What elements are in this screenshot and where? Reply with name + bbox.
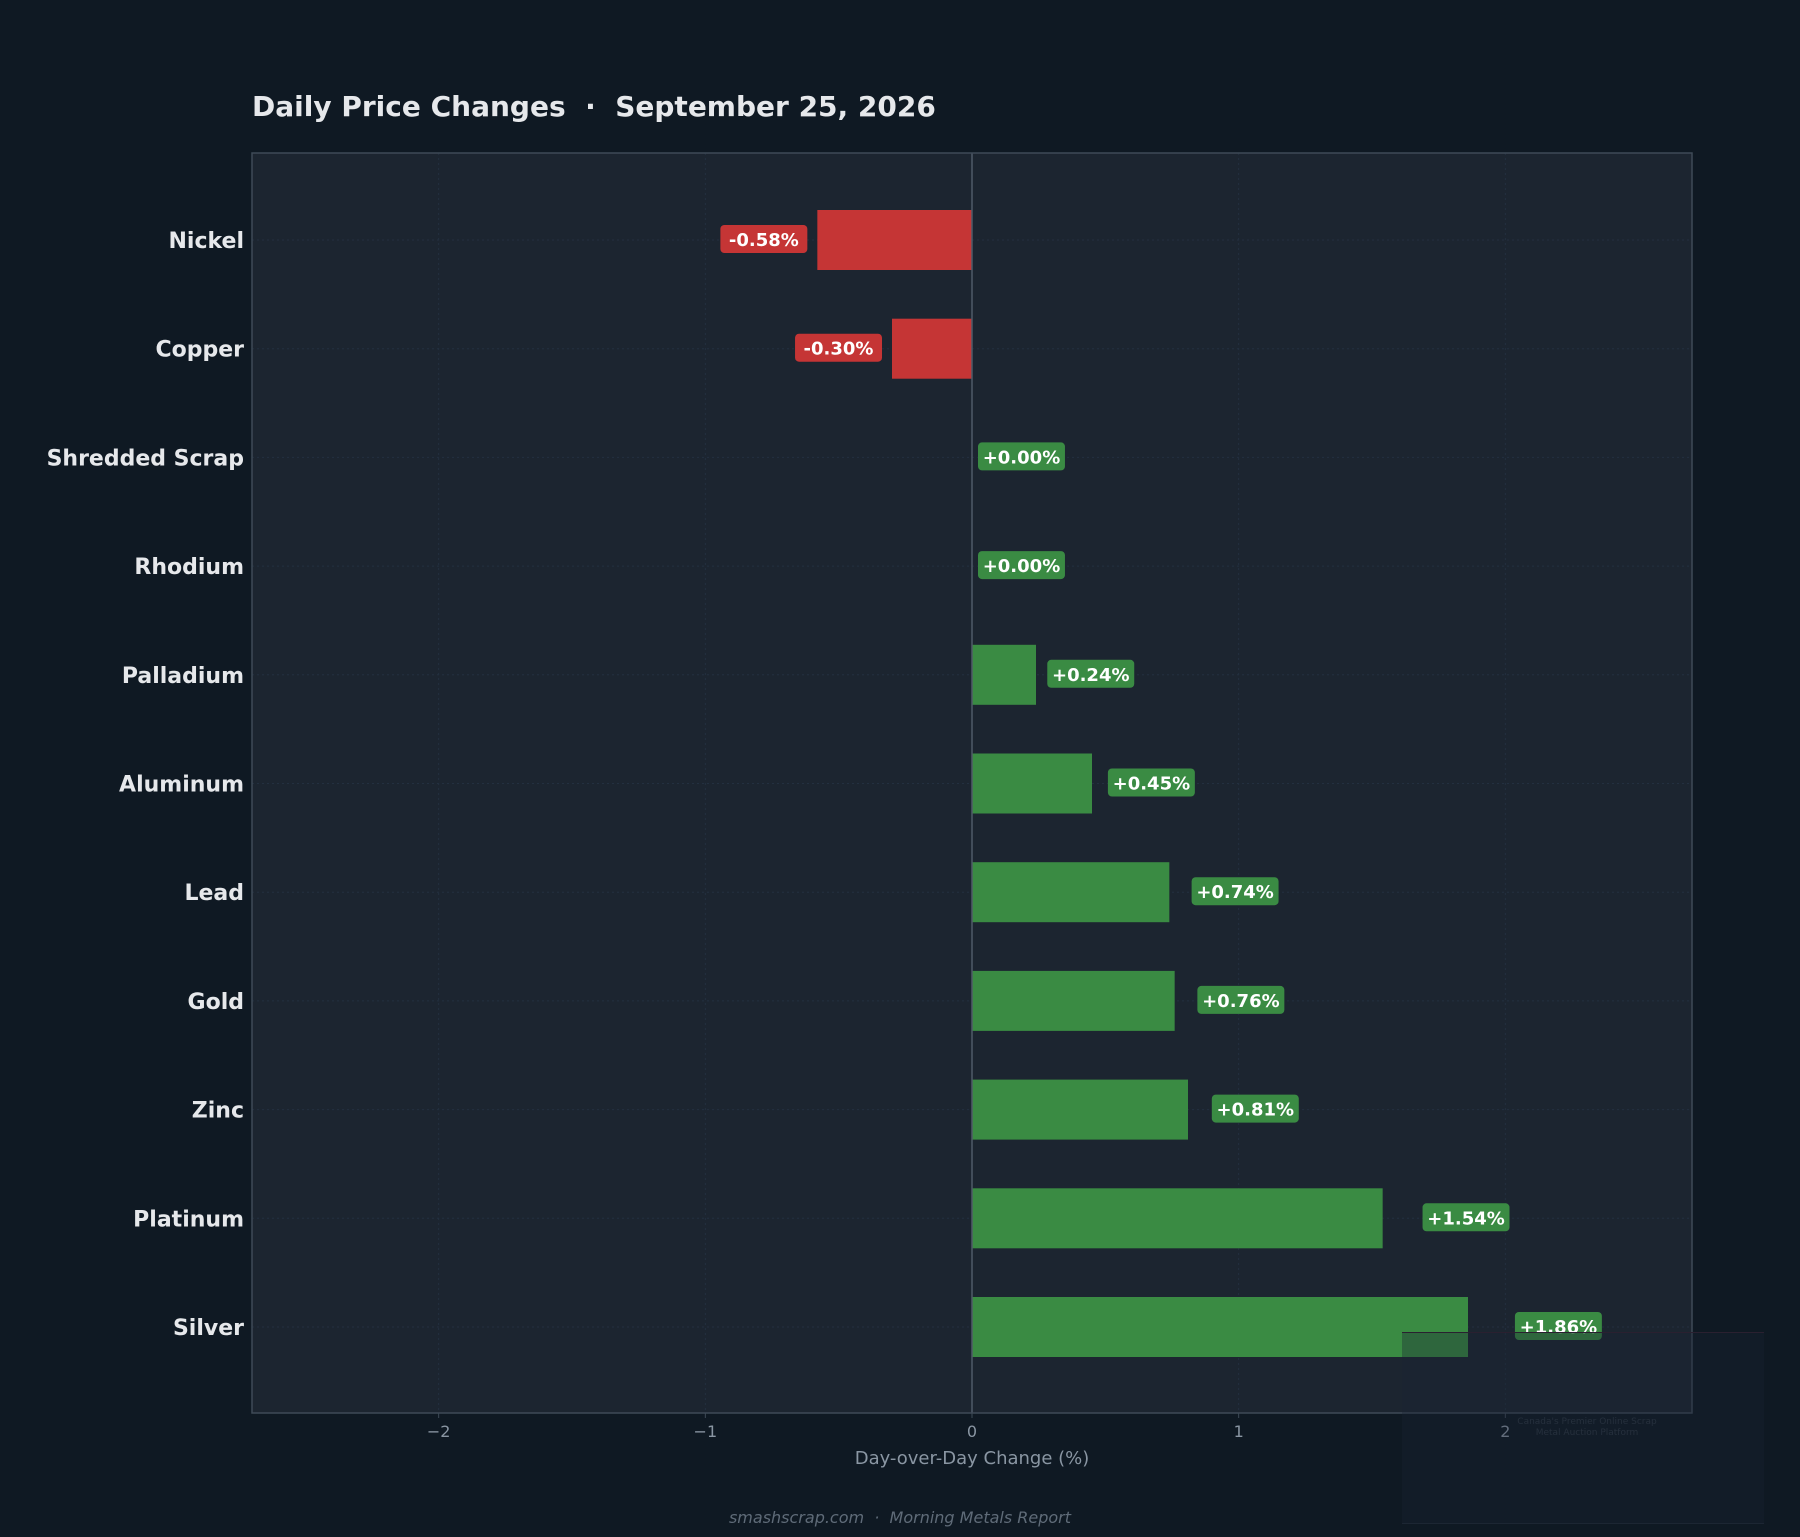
data-label: +0.81%: [1211, 1094, 1299, 1123]
data-label: +0.74%: [1191, 877, 1279, 906]
bar-palladium: [972, 644, 1036, 705]
bar-aluminum: [972, 753, 1092, 814]
data-label-text: +0.76%: [1202, 991, 1280, 1012]
chart-title: Daily Price Changes · September 25, 2026: [252, 90, 936, 123]
watermark-ad: Canada's Premier Online Scrap Metal Auct…: [1402, 1332, 1764, 1524]
data-label-badge: [978, 551, 1065, 580]
data-label: +0.24%: [1047, 659, 1135, 688]
data-label-text: +1.54%: [1427, 1208, 1505, 1229]
x-tick-label: −1: [694, 1422, 718, 1441]
y-tick-label: Nickel: [169, 229, 245, 254]
data-label-badge: [795, 333, 882, 362]
data-label-badge: [978, 442, 1065, 471]
y-tick-label: Copper: [155, 338, 244, 363]
data-label-badge: [1514, 1312, 1602, 1340]
data-label-badge: [1191, 877, 1279, 906]
x-tick-label: 1: [1234, 1422, 1244, 1441]
y-tick-label: Silver: [173, 1316, 244, 1341]
y-tick-label: Lead: [184, 881, 244, 906]
data-label-badge: [1197, 985, 1285, 1014]
bar-gold: [972, 970, 1175, 1031]
y-tick-label: Rhodium: [134, 555, 244, 580]
y-tick-label: Aluminum: [119, 773, 244, 798]
data-label-text: +0.45%: [1113, 774, 1191, 795]
y-tick-label: Palladium: [122, 664, 244, 689]
y-tick-label: Platinum: [133, 1207, 244, 1232]
data-label: +0.76%: [1197, 985, 1285, 1014]
x-tick-label: −2: [427, 1422, 451, 1441]
data-label-badge: [1422, 1203, 1510, 1232]
watermark-tagline: Canada's Premier Online Scrap Metal Auct…: [1517, 1417, 1657, 1438]
bar-copper: [892, 318, 972, 379]
data-label-text: +0.81%: [1217, 1100, 1295, 1121]
data-label: +0.45%: [1107, 768, 1195, 797]
y-axis-tick-labels: Nickel Copper Shredded Scrap Rhodium Palladi…: [47, 229, 245, 1341]
data-label-badge: [1211, 1094, 1299, 1123]
data-label-text: +0.00%: [983, 556, 1061, 577]
x-tick-label: 0: [967, 1422, 977, 1441]
data-label-text: -0.58%: [729, 230, 799, 251]
data-label: +0.00%: [978, 442, 1065, 471]
bars: [817, 210, 1468, 1357]
data-label-text: +0.74%: [1196, 882, 1274, 903]
bar-lead: [972, 862, 1170, 923]
data-label-text: +0.00%: [983, 447, 1061, 468]
y-tick-label: Gold: [188, 990, 244, 1015]
data-label-badge: [720, 225, 808, 253]
data-label-badge: [1107, 768, 1195, 797]
x-tick-label: 2: [1500, 1422, 1510, 1441]
y-tick-label: Shredded Scrap: [47, 446, 244, 471]
bar-zinc: [972, 1079, 1188, 1140]
bar-silver: [972, 1297, 1468, 1357]
bar-platinum: [972, 1188, 1383, 1249]
data-label-text: -0.30%: [804, 339, 874, 360]
bar-nickel: [817, 210, 972, 270]
y-tick-label: Zinc: [192, 1099, 244, 1124]
data-label-text: +0.24%: [1052, 665, 1130, 686]
data-label: -0.30%: [795, 333, 882, 362]
x-axis-tick-labels: −2 −1 0 1 2: [427, 1413, 1510, 1441]
data-label: +0.00%: [978, 551, 1065, 580]
data-label-badge: [1047, 659, 1135, 688]
x-axis-label: Day-over-Day Change (%): [855, 1448, 1090, 1469]
data-label: +1.54%: [1422, 1203, 1510, 1232]
data-label: -0.58%: [720, 225, 808, 253]
footer-credit: smashscrap.com · Morning Metals Report: [728, 1508, 1072, 1527]
